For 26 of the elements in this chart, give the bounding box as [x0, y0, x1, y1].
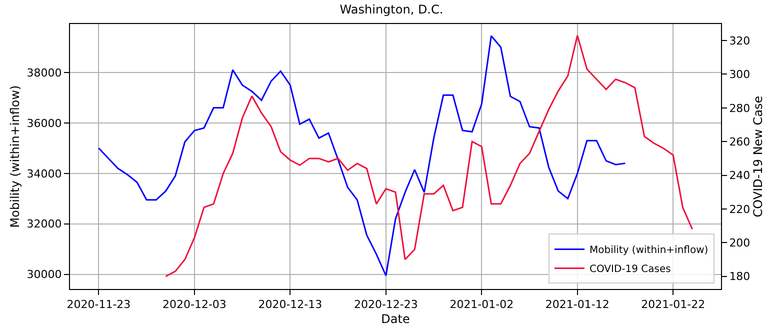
y-tick-label: 36000 [26, 116, 62, 130]
y2-tick-label: 300 [729, 68, 750, 82]
y2-axis-title: COVID-19 New Case [751, 96, 766, 218]
y2-tick-label: 220 [729, 202, 750, 216]
y2-tick-label: 260 [729, 135, 750, 148]
x-axis-title: Date [381, 312, 410, 326]
x-tick-label: 2020-11-23 [66, 298, 131, 312]
y2-tick-label: 280 [729, 102, 750, 115]
legend-label: Mobility (within+inflow) [589, 245, 708, 256]
y2-tick-label: 320 [729, 34, 750, 48]
y2-tick-label: 240 [729, 169, 750, 182]
x-tick-label: 2021-01-02 [450, 298, 514, 312]
y2-tick-label: 200 [729, 236, 750, 250]
x-tick-label: 2021-01-12 [545, 298, 610, 312]
x-tick-label: 2020-12-03 [162, 298, 226, 312]
y-axis-title: Mobility (within+inflow) [8, 85, 22, 228]
chart-title: Washington, D.C. [340, 2, 444, 16]
y-tick-label: 34000 [26, 167, 62, 180]
y2-tick-label: 180 [729, 270, 750, 284]
x-tick-label: 2021-01-22 [641, 298, 706, 312]
y-tick-label: 38000 [26, 66, 62, 80]
x-tick-label: 2020-12-13 [258, 298, 322, 312]
y-tick-label: 32000 [26, 218, 62, 231]
y-tick-label: 30000 [26, 268, 62, 282]
legend-label: COVID-19 Cases [589, 264, 671, 276]
x-tick-label: 2020-12-23 [354, 298, 418, 312]
